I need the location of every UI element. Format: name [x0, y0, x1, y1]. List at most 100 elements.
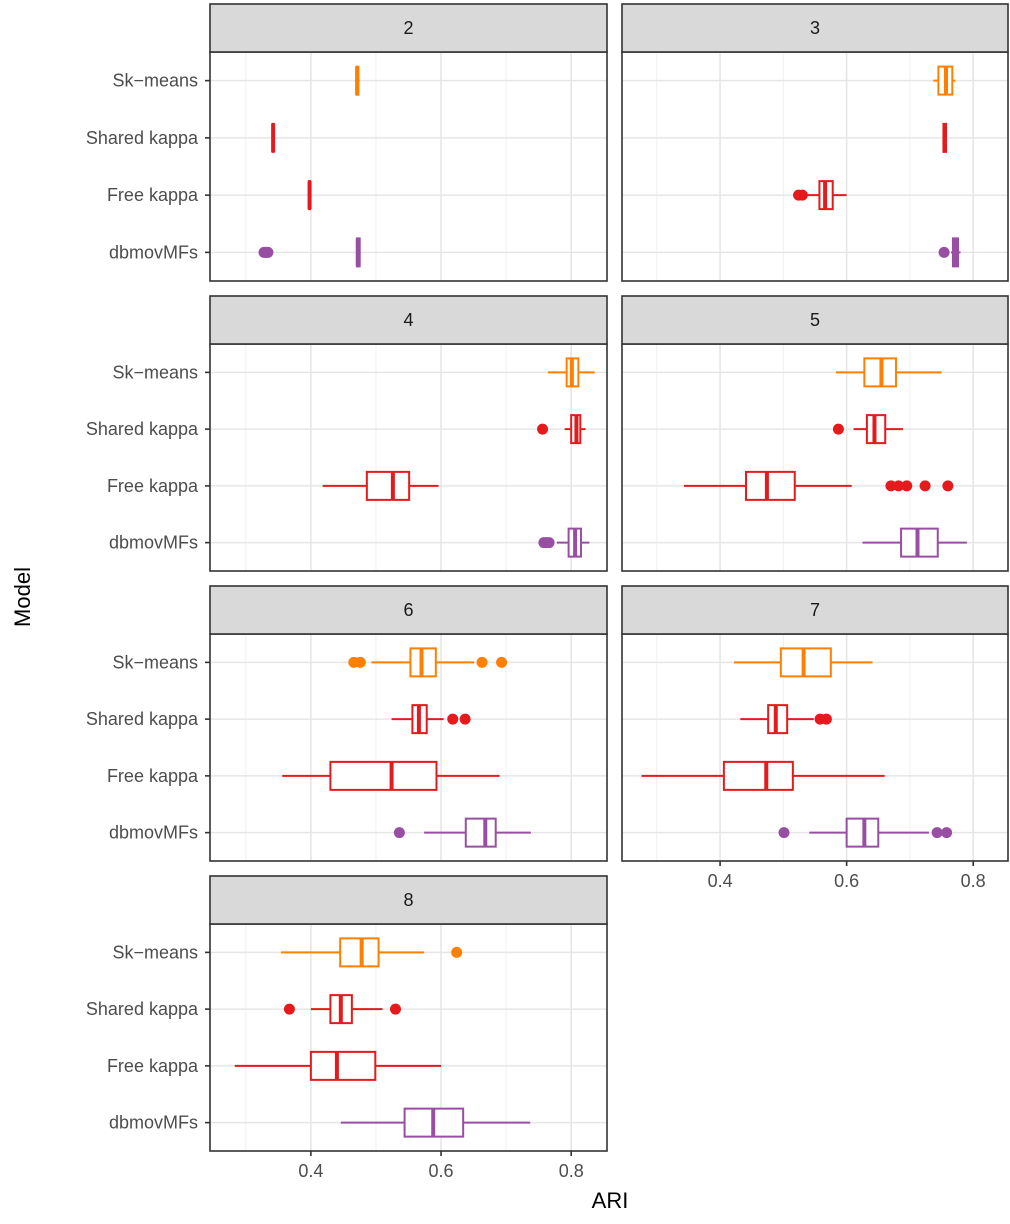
facet-panel-8: 8 Sk−means Shared kappa Free kappa dbmovMFs 0… — [86, 875, 608, 1181]
box-2-2 — [307, 180, 312, 211]
y-tick-label: Free kappa — [107, 185, 199, 205]
box-2-0 — [355, 65, 360, 96]
box-3-1 — [942, 122, 947, 153]
outlier-point — [901, 480, 913, 492]
panel-background — [622, 344, 1008, 571]
y-tick-label: dbmovMFs — [109, 823, 198, 843]
outlier-point — [893, 480, 905, 492]
facet-panel-4: 4 Sk−means Shared kappa Free kappa dbmovMFs — [86, 295, 608, 572]
box-2-3 — [258, 237, 361, 268]
strip-label: 3 — [810, 18, 820, 38]
box-iqr — [745, 470, 796, 501]
strip-label: 5 — [810, 310, 820, 330]
y-tick-label: Shared kappa — [86, 128, 199, 148]
box-4-1 — [537, 414, 586, 445]
box-iqr — [309, 1050, 377, 1081]
box-2-1 — [271, 122, 276, 153]
y-tick-label: dbmovMFs — [109, 533, 198, 553]
outlier-point — [778, 827, 790, 839]
y-tick-label: Sk−means — [112, 362, 198, 382]
y-tick-label: Shared kappa — [86, 419, 199, 439]
strip-label: 6 — [403, 600, 413, 620]
box-7-2 — [641, 760, 885, 791]
box-6-2 — [282, 760, 500, 791]
strip-background — [209, 875, 608, 925]
y-tick-label: Free kappa — [107, 476, 199, 496]
box-3-2 — [793, 180, 847, 211]
panel-background — [210, 52, 607, 281]
box-8-3 — [340, 1107, 531, 1138]
strip-background — [621, 295, 1009, 345]
box-5-0 — [835, 357, 942, 388]
box-7-3 — [778, 817, 953, 848]
strip-background — [209, 295, 608, 345]
box-8-2 — [234, 1050, 442, 1081]
panel-background — [210, 634, 607, 861]
box-7-0 — [734, 647, 873, 678]
outlier-point — [476, 656, 488, 668]
box-7-1 — [740, 704, 832, 735]
outlier-point — [496, 656, 508, 668]
outlier-point — [447, 713, 459, 725]
panel-background — [210, 344, 607, 571]
outlier-point — [393, 827, 405, 839]
y-tick-label: Sk−means — [112, 71, 198, 91]
outlier-point — [885, 480, 897, 492]
box-iqr — [464, 817, 497, 848]
box-iqr — [779, 647, 832, 678]
box-4-0 — [547, 357, 595, 388]
x-tick-label: 0.8 — [961, 871, 986, 891]
outlier-point — [537, 423, 549, 435]
outlier-point — [919, 480, 931, 492]
y-tick-label: Shared kappa — [86, 709, 199, 729]
facet-panel-3: 3 — [621, 3, 1009, 282]
box-8-0 — [280, 937, 463, 968]
box-iqr — [365, 470, 411, 501]
outlier-point — [820, 713, 832, 725]
outlier-point — [796, 189, 808, 201]
outlier-point — [451, 946, 463, 958]
y-tick-label: Free kappa — [107, 1056, 199, 1076]
box-8-1 — [283, 994, 401, 1025]
box-3-3 — [938, 237, 961, 268]
outlier-point — [942, 480, 954, 492]
outlier-point — [354, 656, 366, 668]
outlier-point — [283, 1003, 295, 1015]
box-5-2 — [684, 470, 954, 501]
box-4-3 — [538, 527, 590, 558]
outlier-point — [389, 1003, 401, 1015]
y-axis-title: Model — [10, 567, 35, 627]
strip-background — [209, 585, 608, 635]
y-tick-label: dbmovMFs — [109, 242, 198, 262]
box-4-2 — [322, 470, 439, 501]
x-tick-label: 0.6 — [834, 871, 859, 891]
facet-panel-5: 5 — [621, 295, 1009, 572]
box-5-3 — [862, 527, 967, 558]
outlier-point — [832, 423, 844, 435]
strip-background — [621, 3, 1009, 53]
box-3-0 — [933, 65, 956, 96]
box-6-1 — [391, 704, 471, 735]
y-tick-label: Sk−means — [112, 942, 198, 962]
facet-panel-6: 6 Sk−means Shared kappa Free kappa dbmovMFs — [86, 585, 608, 862]
y-tick-label: Shared kappa — [86, 999, 199, 1019]
facet-panel-7: 7 0.4 0.6 0.8 — [621, 585, 1009, 891]
strip-background — [621, 585, 1009, 635]
strip-background — [209, 3, 608, 53]
box-6-0 — [348, 647, 508, 678]
x-tick-label: 0.4 — [298, 1161, 323, 1181]
outlier-point — [941, 827, 953, 839]
facet-panel-2: 2 Sk−means Shared kappa Free kappa dbmovMFs — [86, 3, 608, 282]
outlier-point — [459, 713, 471, 725]
box-iqr — [339, 937, 380, 968]
box-iqr — [722, 760, 794, 791]
outlier-point — [543, 537, 555, 549]
y-tick-label: Free kappa — [107, 766, 199, 786]
box-5-1 — [832, 414, 903, 445]
outlier-point — [931, 827, 943, 839]
x-axis-title: ARI — [592, 1188, 629, 1213]
box-iqr — [329, 760, 438, 791]
x-tick-label: 0.8 — [559, 1161, 584, 1181]
strip-label: 4 — [403, 310, 413, 330]
